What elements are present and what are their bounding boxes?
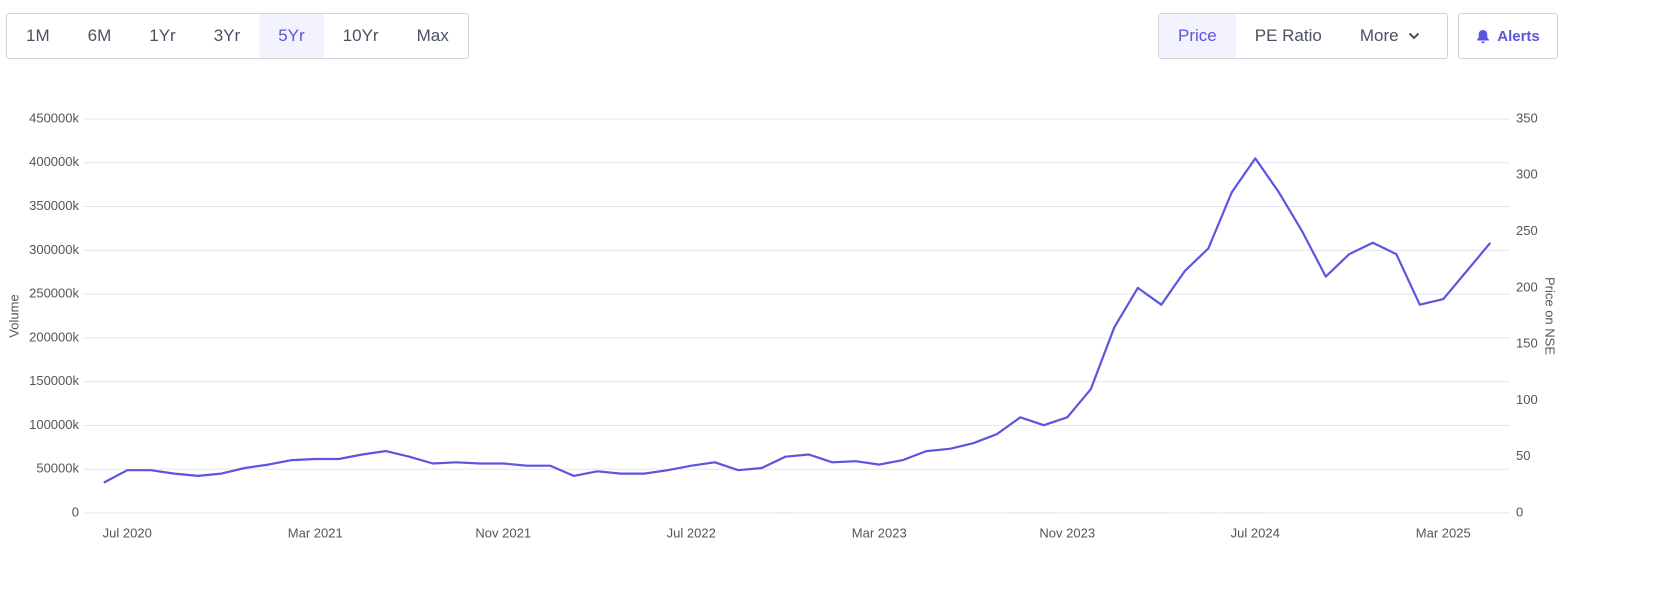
y2-axis-label: Price on NSE [1543,277,1558,355]
x-tick-label: Jul 2022 [667,525,716,540]
alerts-label: Alerts [1497,27,1540,45]
y-tick-label: 350000k [29,198,79,213]
alerts-button[interactable]: Alerts [1458,13,1558,59]
bell-icon [1477,29,1490,43]
range-button[interactable]: 6M [87,26,112,45]
range-button[interactable]: 1Yr [149,26,176,45]
range-button[interactable]: 1M [26,26,50,45]
y2-tick-label: 150 [1516,336,1538,351]
range-button[interactable]: 5Yr [259,14,324,58]
y2-tick-label: 50 [1516,448,1530,463]
y2-tick-label: 350 [1516,110,1538,125]
x-tick-label: Jul 2024 [1231,525,1280,540]
x-tick-label: Jul 2020 [103,525,152,540]
price-line [103,157,1492,484]
view-button[interactable]: PE Ratio [1254,26,1322,45]
view-selector: Price PE Ratio More [1158,13,1448,59]
x-tick-label: Nov 2023 [1039,525,1095,540]
range-selector: 1M 6M 1Yr 3Yr 5Yr 10Yr Max [6,13,469,59]
y-tick-label: 150000k [29,373,79,388]
y-tick-label: 50000k [36,461,79,476]
y-tick-label: 300000k [29,242,79,257]
y2-tick-label: 300 [1516,167,1538,182]
view-button[interactable]: More [1341,14,1439,58]
range-button[interactable]: Max [416,26,449,45]
x-tick-label: Mar 2023 [852,525,907,540]
y-tick-label: 450000k [29,110,79,125]
range-button[interactable]: 10Yr [342,26,379,45]
y-tick-label: 100000k [29,417,79,432]
y-tick-label: 250000k [29,286,79,301]
y-axis-label: Volume [6,294,21,337]
range-button[interactable]: 3Yr [213,26,241,45]
chevron [1408,32,1419,40]
x-tick-label: Mar 2021 [288,525,343,540]
view-button[interactable]: Price [1159,14,1236,58]
y-tick-label: 400000k [29,154,79,169]
x-tick-label: Nov 2021 [475,525,531,540]
y2-tick-label: 0 [1516,504,1523,519]
y-tick-label: 0 [72,504,79,519]
y2-tick-label: 100 [1516,392,1538,407]
y-tick-label: 200000k [29,329,79,344]
y2-tick-label: 250 [1516,223,1538,238]
y2-tick-label: 200 [1516,279,1538,294]
x-tick-label: Mar 2025 [1416,525,1471,540]
